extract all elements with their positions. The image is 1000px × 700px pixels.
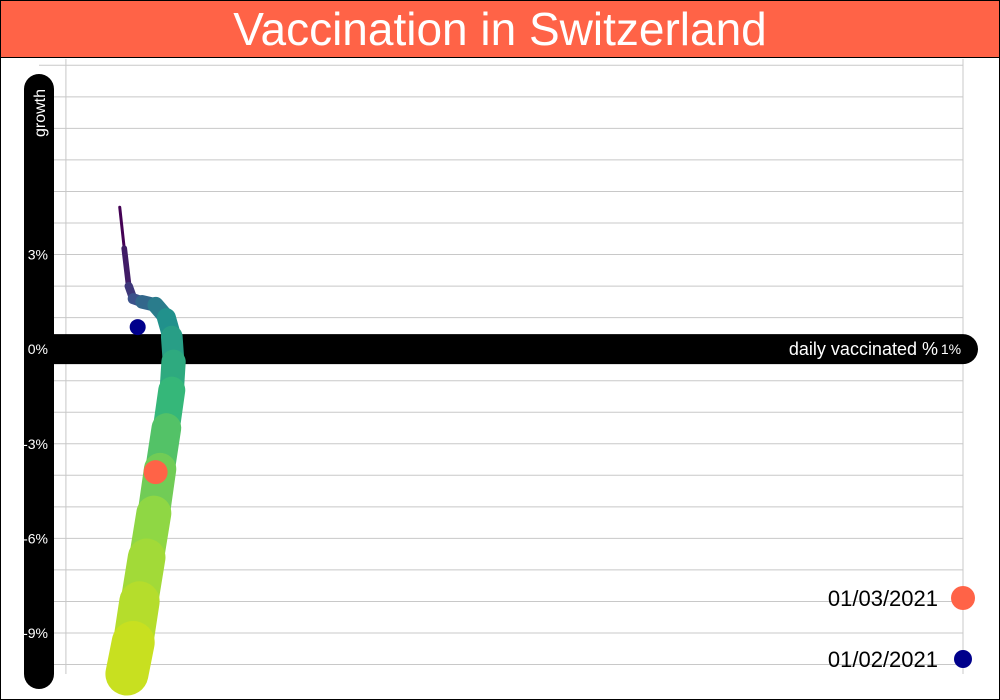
trajectory-segment	[121, 245, 132, 289]
x-tick-label: 1%	[941, 341, 961, 357]
highlight-point	[143, 460, 168, 485]
y-tick-label: 0%	[28, 341, 48, 357]
legend-label: 01/02/2021	[828, 647, 938, 672]
legend-marker	[954, 650, 972, 668]
axis-band-layer	[24, 74, 978, 689]
y-tick-label: 3%	[28, 247, 48, 263]
chart-title: Vaccination in Switzerland	[1, 1, 999, 58]
y-axis-title: growth	[32, 89, 49, 137]
trajectory-segment	[118, 205, 126, 250]
legend-marker	[951, 586, 975, 610]
highlight-marker-layer	[129, 319, 168, 485]
y-tick-label: -6%	[23, 530, 48, 546]
highlight-point	[129, 319, 146, 336]
y-tick-label: -9%	[23, 625, 48, 641]
tick-label-layer: daily vaccinated % growth 3% 0% -3% -6% -9% 1%	[23, 89, 961, 641]
trajectory-segment	[105, 620, 155, 696]
y-tick-label: -3%	[23, 436, 48, 452]
grid-layer	[39, 59, 964, 674]
x-axis-title: daily vaccinated %	[789, 339, 938, 359]
trajectory-layer	[105, 205, 186, 696]
legend: 01/03/2021 01/02/2021	[828, 586, 975, 672]
legend-label: 01/03/2021	[828, 586, 938, 611]
